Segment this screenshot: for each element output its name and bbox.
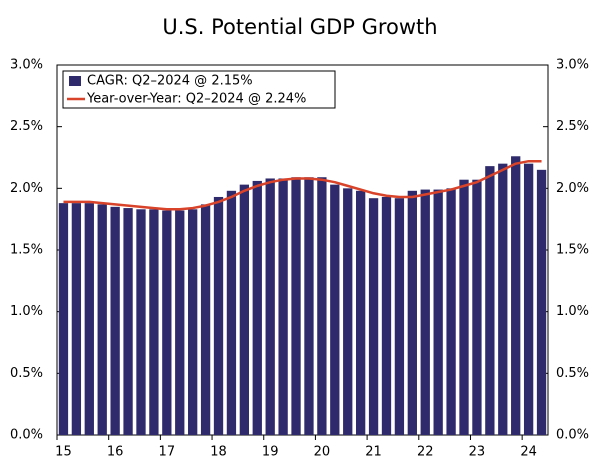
bar xyxy=(136,209,146,435)
y2-tick-label: 0.5% xyxy=(556,366,589,381)
x-tick-label: 21 xyxy=(365,445,382,460)
bar xyxy=(368,198,379,435)
legend-label: CAGR: Q2–2024 @ 2.15% xyxy=(87,74,253,89)
y-tick-label: 2.5% xyxy=(10,119,43,134)
x-tick-label: 19 xyxy=(262,445,279,460)
bar xyxy=(485,166,495,435)
y2-tick-label: 2.0% xyxy=(556,181,589,196)
bar xyxy=(84,203,94,435)
bar xyxy=(498,163,508,435)
bar xyxy=(265,178,275,435)
bar xyxy=(110,206,120,435)
bar xyxy=(71,203,82,435)
y-tick-label: 1.5% xyxy=(10,243,43,258)
bar xyxy=(175,210,185,435)
bar xyxy=(330,184,340,435)
bar xyxy=(291,177,301,435)
bar xyxy=(123,208,133,435)
bar xyxy=(511,156,521,435)
bar xyxy=(188,209,198,435)
y-tick-label: 1.0% xyxy=(10,304,43,319)
bar xyxy=(239,184,250,435)
bar xyxy=(446,188,456,435)
bar xyxy=(304,177,314,435)
chart-title: U.S. Potential GDP Growth xyxy=(162,15,437,39)
bar xyxy=(433,189,443,435)
x-tick-label: 18 xyxy=(210,445,227,460)
bar xyxy=(213,196,224,435)
bar xyxy=(355,190,366,435)
bar xyxy=(58,203,69,435)
y2-tick-label: 3.0% xyxy=(556,58,589,73)
bar xyxy=(381,196,392,435)
x-tick-label: 15 xyxy=(55,445,72,460)
x-tick-label: 24 xyxy=(520,445,537,460)
y2-tick-label: 2.5% xyxy=(556,119,589,134)
x-tick-label: 20 xyxy=(314,445,331,460)
bar xyxy=(317,177,327,435)
bar xyxy=(226,190,237,435)
bar xyxy=(523,163,534,435)
y2-tick-label: 0.0% xyxy=(556,428,589,443)
y-tick-label: 0.0% xyxy=(10,428,43,443)
bar xyxy=(162,210,172,435)
bar xyxy=(278,178,288,435)
x-tick-label: 23 xyxy=(469,445,486,460)
y-tick-label: 2.0% xyxy=(10,181,43,196)
bar xyxy=(407,190,417,435)
bar xyxy=(459,179,469,435)
bar xyxy=(149,209,159,435)
y2-tick-label: 1.5% xyxy=(556,243,589,258)
legend-label: Year-over-Year: Q2–2024 @ 2.24% xyxy=(86,92,306,107)
legend-box xyxy=(62,70,336,109)
y-tick-label: 0.5% xyxy=(10,366,43,381)
x-tick-label: 22 xyxy=(417,445,434,460)
x-tick-label: 16 xyxy=(107,445,124,460)
bar xyxy=(200,204,211,435)
bar xyxy=(536,169,547,436)
bar xyxy=(472,179,482,435)
line xyxy=(63,159,542,211)
bar xyxy=(394,198,405,435)
bar xyxy=(252,180,262,435)
legend-swatch xyxy=(69,76,81,86)
y2-tick-label: 1.0% xyxy=(556,304,589,319)
bar xyxy=(97,204,107,435)
bar xyxy=(343,188,353,435)
y-tick-label: 3.0% xyxy=(10,58,43,73)
bar xyxy=(420,189,430,435)
x-tick-label: 17 xyxy=(159,445,176,460)
